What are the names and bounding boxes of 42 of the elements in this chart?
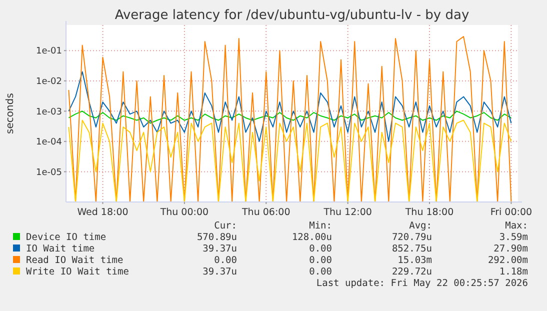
text: Cur: xyxy=(214,220,237,232)
text: 27.90m xyxy=(494,244,528,254)
line-series xyxy=(68,71,512,142)
text: 39.37u xyxy=(202,244,237,254)
text: 0.00 xyxy=(309,266,332,278)
y-tick-label: 1e-01 xyxy=(36,46,62,57)
text: 0.00 xyxy=(214,255,238,266)
legend-label: Read IO Wait time xyxy=(26,255,124,266)
text: 39.37u xyxy=(202,266,237,278)
text: 128.00u xyxy=(292,232,332,243)
y-tick-label: 1e-03 xyxy=(36,107,62,118)
text: 15.03m xyxy=(398,255,432,266)
text: Last update: Fri May 22 00:25:57 2026 xyxy=(316,278,528,289)
x-tick-label: Thu 00:00 xyxy=(159,207,209,218)
x-tick-label: Thu 06:00 xyxy=(241,207,290,218)
chart-title: Average latency for /dev/ubuntu-vg/ubuntu-lv - by day xyxy=(114,8,470,23)
legend-label: Device IO time xyxy=(26,232,106,243)
x-tick-label: Thu 18:00 xyxy=(404,207,454,218)
text: 3.59m xyxy=(499,232,528,243)
x-tick-label: Thu 12:00 xyxy=(322,207,372,218)
line-series xyxy=(68,120,512,202)
y-axis-title: seconds xyxy=(5,93,16,134)
text: 229.72u xyxy=(392,266,432,278)
text: 852.75u xyxy=(392,244,432,254)
y-tick-label: 1e-02 xyxy=(36,77,62,88)
text: 292.00m xyxy=(488,255,528,266)
text: 720.79u xyxy=(392,232,432,243)
text: Avg: xyxy=(409,220,432,232)
line-series xyxy=(68,110,512,124)
text: 0.00 xyxy=(309,244,332,254)
line-series xyxy=(68,36,512,202)
text: 1.18m xyxy=(499,266,528,278)
text: Min: xyxy=(309,220,332,232)
legend-label: Write IO Wait time xyxy=(26,266,130,278)
y-tick-label: 1e-04 xyxy=(36,138,62,148)
x-tick-label: Wed 18:00 xyxy=(77,207,128,218)
y-tick-label: 1e-05 xyxy=(36,168,62,178)
text: Max: xyxy=(505,220,528,232)
text: 0.00 xyxy=(309,255,332,266)
legend-label: IO Wait time xyxy=(26,244,95,254)
x-tick-label: Fri 00:00 xyxy=(490,207,532,218)
text: 570.89u xyxy=(196,232,237,243)
